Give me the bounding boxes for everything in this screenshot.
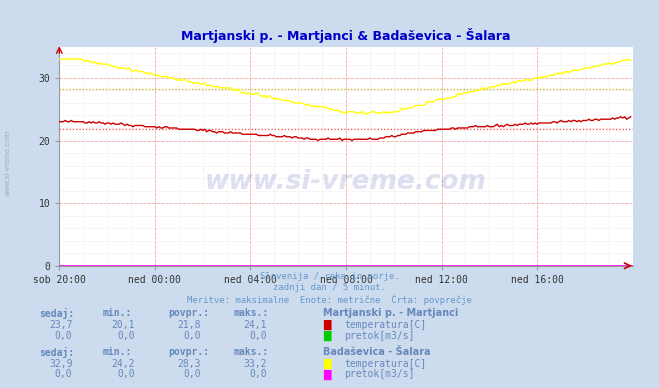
Text: Badaševica - Šalara: Badaševica - Šalara [323, 347, 430, 357]
Text: temperatura[C]: temperatura[C] [344, 320, 426, 330]
Text: sedaj:: sedaj: [40, 347, 74, 358]
Text: Meritve: maksimalne  Enote: metrične  Črta: povprečje: Meritve: maksimalne Enote: metrične Črta… [187, 295, 472, 305]
Text: www.si-vreme.com: www.si-vreme.com [5, 130, 11, 196]
Text: █: █ [323, 320, 330, 330]
Text: █: █ [323, 331, 330, 341]
Text: Martjanski p. - Martjanci: Martjanski p. - Martjanci [323, 308, 458, 319]
Text: pretok[m3/s]: pretok[m3/s] [344, 331, 415, 341]
Text: 0,0: 0,0 [55, 369, 72, 379]
Text: min.:: min.: [102, 347, 132, 357]
Text: sedaj:: sedaj: [40, 308, 74, 319]
Text: min.:: min.: [102, 308, 132, 319]
Text: 24,1: 24,1 [243, 320, 267, 330]
Text: 0,0: 0,0 [117, 331, 135, 341]
Text: 33,2: 33,2 [243, 359, 267, 369]
Text: maks.:: maks.: [234, 308, 269, 319]
Text: temperatura[C]: temperatura[C] [344, 359, 426, 369]
Text: 32,9: 32,9 [49, 359, 72, 369]
Text: 28,3: 28,3 [177, 359, 201, 369]
Text: 0,0: 0,0 [249, 369, 267, 379]
Text: 0,0: 0,0 [183, 369, 201, 379]
Text: 23,7: 23,7 [49, 320, 72, 330]
Text: █: █ [323, 359, 330, 369]
Text: 24,2: 24,2 [111, 359, 135, 369]
Text: 0,0: 0,0 [117, 369, 135, 379]
Text: pretok[m3/s]: pretok[m3/s] [344, 369, 415, 379]
Text: povpr.:: povpr.: [168, 308, 209, 319]
Text: maks.:: maks.: [234, 347, 269, 357]
Text: zadnji dan / 5 minut.: zadnji dan / 5 minut. [273, 283, 386, 292]
Text: 21,8: 21,8 [177, 320, 201, 330]
Text: 20,1: 20,1 [111, 320, 135, 330]
Text: 0,0: 0,0 [183, 331, 201, 341]
Text: █: █ [323, 369, 330, 379]
Text: 0,0: 0,0 [249, 331, 267, 341]
Text: www.si-vreme.com: www.si-vreme.com [205, 170, 487, 196]
Text: Slovenija / reke in morje.: Slovenija / reke in morje. [260, 272, 399, 281]
Text: 0,0: 0,0 [55, 331, 72, 341]
Text: povpr.:: povpr.: [168, 347, 209, 357]
Title: Martjanski p. - Martjanci & Badaševica - Šalara: Martjanski p. - Martjanci & Badaševica -… [181, 28, 511, 43]
